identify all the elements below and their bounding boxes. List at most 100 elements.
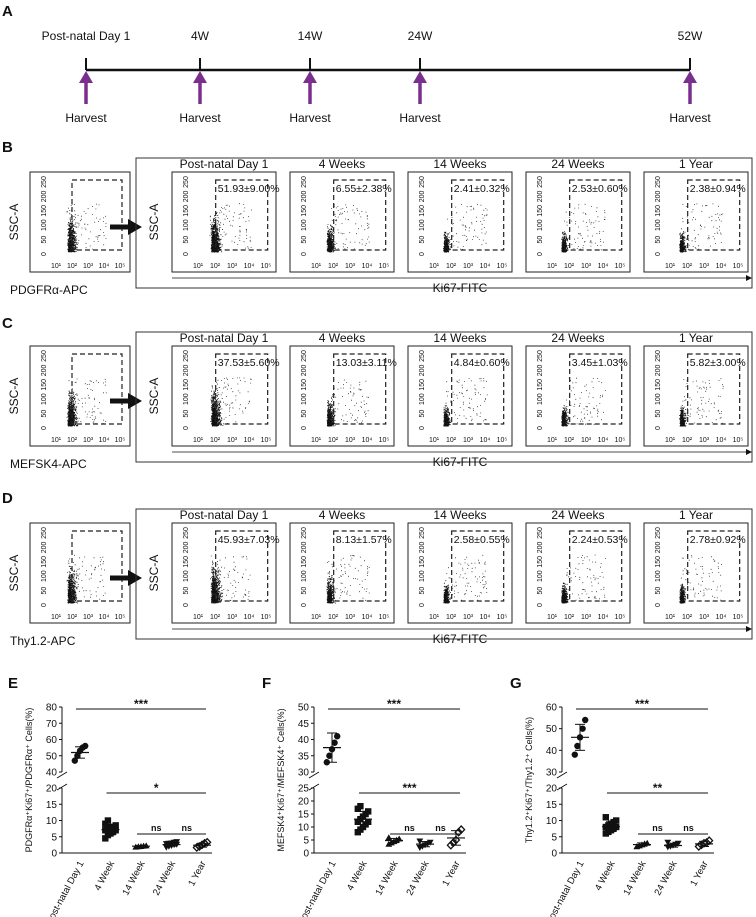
y-tick-label: 25 — [298, 784, 310, 795]
flow-plot-frame — [525, 345, 631, 447]
y-tick-label: 50 — [46, 751, 58, 762]
x-tick-label: 10² — [564, 437, 575, 444]
gate-box — [333, 530, 387, 602]
x-tick-label: 10¹ — [51, 437, 62, 444]
y-tick-label: 150 — [419, 379, 426, 391]
timepoint-title: 24 Weeks — [551, 508, 604, 522]
data-point — [571, 751, 578, 758]
y-tick-label: 250 — [41, 527, 48, 539]
y-tick-label: 60 — [546, 703, 558, 714]
y-tick-label: 200 — [537, 190, 544, 202]
y-tick-label: 0 — [419, 603, 426, 607]
data-point — [112, 827, 119, 834]
harvest-arrow-head — [413, 71, 427, 83]
flow-plot-frame — [643, 522, 749, 624]
y-tick-label: 200 — [419, 190, 426, 202]
x-tick-label: 10⁴ — [480, 437, 491, 444]
axis-break-marks — [556, 771, 568, 791]
x-tick-label: 10³ — [463, 614, 474, 621]
x-tick-label: 10² — [446, 263, 457, 270]
y-tick-label: 250 — [655, 527, 662, 539]
y-tick-label: 50 — [419, 236, 426, 244]
x-tick-label: 1 Year — [440, 859, 462, 888]
timecourse-box — [135, 157, 753, 289]
y-tick-label: 100 — [655, 393, 662, 405]
y-tick-label: 250 — [183, 527, 190, 539]
x-tick-label: 10³ — [227, 263, 238, 270]
x-tick-label: 14 Week — [120, 859, 147, 897]
gate-percentage: 51.93±9.00% — [218, 183, 280, 195]
data-point — [74, 752, 81, 759]
x-tick-label: 10⁵ — [733, 263, 744, 270]
y-tick-label: 50 — [301, 587, 308, 595]
x-tick-label: 10³ — [345, 614, 356, 621]
y-tick-label: 15 — [546, 800, 558, 811]
x-tick-label: 1 Year — [186, 859, 208, 888]
gate-percentage: 2.58±0.55% — [454, 534, 510, 546]
gate-percentage: 45.93±7.03% — [218, 534, 280, 546]
x-tick-label: 10³ — [699, 263, 710, 270]
ki67-axis-arrow — [746, 626, 752, 632]
y-tick-label: 250 — [301, 527, 308, 539]
x-tick-label: 10³ — [83, 263, 94, 270]
y-tick-label: 150 — [537, 205, 544, 217]
x-tick-label: 10⁴ — [362, 437, 373, 444]
x-tick-label: 10⁵ — [261, 263, 272, 270]
marker-axis-label: MEFSK4-APC — [10, 457, 87, 471]
y-tick-label: 200 — [301, 541, 308, 553]
x-tick-label: 10² — [682, 437, 693, 444]
significance-label: ns — [652, 823, 663, 833]
x-tick-label: 10⁴ — [362, 263, 373, 270]
ssc-axis-label: SSC-A — [7, 378, 21, 415]
y-tick-label: 0 — [419, 252, 426, 256]
y-tick-label: 100 — [41, 570, 48, 582]
data-point — [365, 818, 372, 825]
panel-label-d: D — [2, 490, 13, 507]
data-point — [71, 757, 79, 764]
gate-box — [215, 179, 269, 251]
x-tick-label: 10² — [446, 614, 457, 621]
y-tick-label: 40 — [546, 746, 558, 757]
y-tick-label: 150 — [41, 205, 48, 217]
y-tick-label: 0 — [41, 603, 48, 607]
panel-label-e: E — [8, 675, 18, 692]
data-point — [416, 838, 424, 845]
gate-box — [451, 353, 505, 425]
timepoint-title: 4 Weeks — [319, 331, 365, 345]
x-tick-label: 10⁵ — [115, 614, 126, 621]
y-tick-label: 20 — [298, 797, 310, 808]
timepoint-title: 24 Weeks — [551, 157, 604, 171]
y-tick-label: 100 — [419, 570, 426, 582]
gate-percentage: 5.82±3.00% — [690, 357, 746, 369]
y-tick-label: 15 — [46, 800, 58, 811]
x-tick-label: 1 Year — [688, 859, 710, 888]
flow-cell-dots — [561, 377, 606, 427]
y-tick-label: 250 — [183, 176, 190, 188]
y-tick-label: 30 — [298, 768, 310, 779]
gate-box — [71, 179, 123, 251]
x-tick-label: 10³ — [83, 614, 94, 621]
significance-label: ns — [435, 823, 446, 833]
gate-percentage: 2.53±0.60% — [572, 183, 628, 195]
y-tick-label: 30 — [546, 768, 558, 779]
y-axis-label: MEFSK4⁺Ki67⁺/MEFSK4⁺ Cells(%) — [276, 708, 286, 851]
y-tick-label: 100 — [183, 570, 190, 582]
y-tick-label: 70 — [46, 719, 58, 730]
data-point — [326, 752, 333, 759]
timeline-label: 14W — [298, 29, 323, 43]
y-tick-label: 200 — [655, 364, 662, 376]
y-tick-label: 150 — [183, 556, 190, 568]
x-tick-label: 10² — [210, 437, 221, 444]
y-tick-label: 250 — [537, 527, 544, 539]
y-tick-label: 0 — [301, 603, 308, 607]
data-point — [102, 820, 109, 827]
x-tick-label: 10⁵ — [497, 614, 508, 621]
data-point — [323, 759, 330, 766]
ki67-axis-arrow — [746, 449, 752, 455]
timepoint-title: 4 Weeks — [319, 157, 365, 171]
x-tick-label: 10³ — [463, 437, 474, 444]
y-tick-label: 200 — [537, 541, 544, 553]
y-tick-label: 150 — [537, 556, 544, 568]
x-tick-label: 10¹ — [665, 614, 676, 621]
x-tick-label: 10¹ — [429, 263, 440, 270]
